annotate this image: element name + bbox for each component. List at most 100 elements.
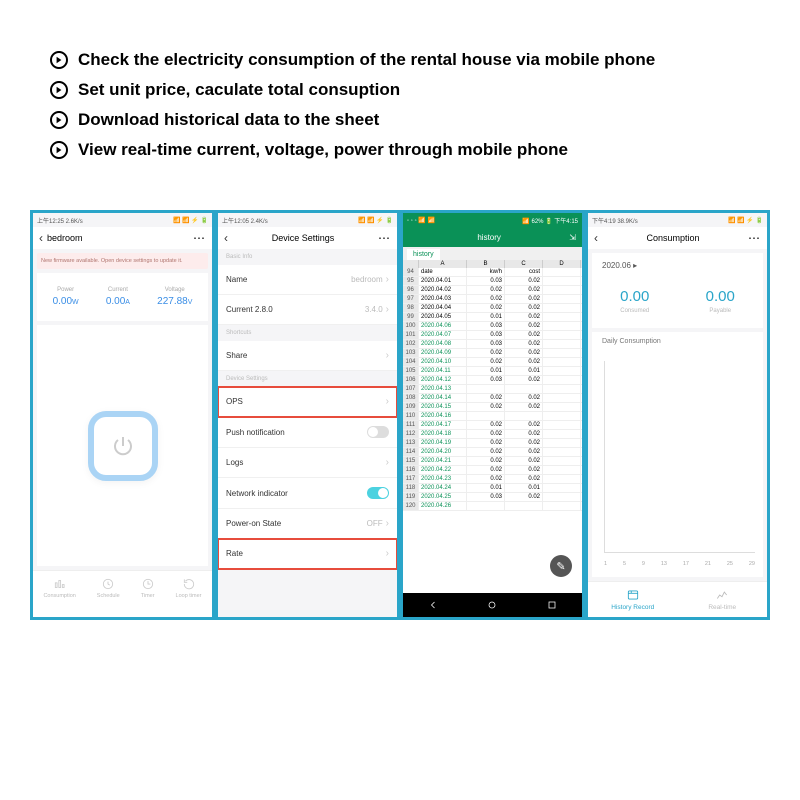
table-row[interactable]: 962020.04.020.020.02: [403, 286, 582, 295]
phone-device-settings: 上午12:05 2.4K/s 📶 📶 ⚡ 🔋 ‹ Device Settings…: [215, 210, 400, 620]
table-row[interactable]: 1032020.04.090.020.02: [403, 349, 582, 358]
export-icon[interactable]: ⇲: [569, 233, 576, 242]
screen-header: ‹ bedroom ⋯: [33, 227, 212, 249]
firmware-warning[interactable]: New firmware available. Open device sett…: [37, 253, 208, 269]
setting-share[interactable]: Share ›: [218, 341, 397, 371]
setting-push-notification[interactable]: Push notification: [218, 417, 397, 448]
table-row[interactable]: 1162020.04.220.020.02: [403, 466, 582, 475]
more-icon[interactable]: ⋯: [378, 231, 391, 245]
setting-power-on-state[interactable]: Power-on StateOFF ›: [218, 509, 397, 539]
setting-network-indicator[interactable]: Network indicator: [218, 478, 397, 509]
section-label: Basic Info: [218, 249, 397, 265]
status-right: 📶 62% 🔋 下午4:15: [522, 216, 578, 225]
setting-name: Logs: [226, 458, 243, 467]
table-row[interactable]: 1092020.04.150.020.02: [403, 403, 582, 412]
table-row[interactable]: 1072020.04.13: [403, 385, 582, 394]
spreadsheet-body[interactable]: 94datekw/hcost952020.04.010.030.02962020…: [403, 268, 582, 593]
soft-keys: [33, 605, 212, 617]
status-icons: 📶 📶 ⚡ 🔋: [358, 217, 393, 224]
table-row[interactable]: 1002020.04.060.030.02: [403, 322, 582, 331]
nav-consumption[interactable]: Consumption: [43, 577, 75, 599]
table-row[interactable]: 1122020.04.180.020.02: [403, 430, 582, 439]
metric-value: 0.00W: [53, 296, 79, 307]
table-row[interactable]: 952020.04.010.030.02: [403, 277, 582, 286]
table-row[interactable]: 1132020.04.190.020.02: [403, 439, 582, 448]
daily-consumption-label: Daily Consumption: [592, 332, 763, 351]
tab-real-time[interactable]: Real-time: [678, 582, 768, 617]
phone-bedroom: 上午12:25 2.6K/s 📶 📶 ⚡ 🔋 ‹ bedroom ⋯ New f…: [30, 210, 215, 620]
table-row[interactable]: 1052020.04.110.010.01: [403, 367, 582, 376]
chevron-right-icon: ›: [386, 548, 389, 559]
table-row[interactable]: 1152020.04.210.020.02: [403, 457, 582, 466]
table-row[interactable]: 1142020.04.200.020.02: [403, 448, 582, 457]
summary-payable: 0.00Payable: [678, 288, 764, 314]
more-icon[interactable]: ⋯: [748, 231, 761, 245]
x-tick: 9: [642, 561, 645, 567]
setting-ops[interactable]: OPS ›: [218, 387, 397, 417]
table-row[interactable]: 972020.04.030.020.02: [403, 295, 582, 304]
setting-rate[interactable]: Rate ›: [218, 539, 397, 569]
table-row[interactable]: 1022020.04.080.030.02: [403, 340, 582, 349]
sheet-tabs: history: [403, 247, 582, 260]
table-row[interactable]: 1102020.04.16: [403, 412, 582, 421]
setting-value: ›: [386, 548, 389, 559]
setting-value: bedroom ›: [351, 274, 389, 285]
table-row[interactable]: 1112020.04.170.020.02: [403, 421, 582, 430]
table-row[interactable]: 1202020.04.26: [403, 502, 582, 511]
status-icons: 📶 📶 ⚡ 🔋: [173, 217, 208, 224]
screen-header: ‹ Device Settings ⋯: [218, 227, 397, 249]
table-row[interactable]: 1182020.04.240.010.01: [403, 484, 582, 493]
bullet-item: Set unit price, caculate total consuptio…: [50, 80, 760, 100]
table-row[interactable]: 1172020.04.230.020.02: [403, 475, 582, 484]
setting-name[interactable]: Namebedroom ›: [218, 265, 397, 295]
bullet-text: Set unit price, caculate total consuptio…: [78, 80, 400, 100]
tab-history-record[interactable]: History Record: [588, 582, 678, 617]
column-headers: ABCD: [403, 260, 582, 268]
bottom-nav: Consumption Schedule Timer Loop timer: [33, 570, 212, 605]
tab-icon: [715, 588, 729, 602]
power-icon: [111, 434, 135, 458]
more-icon[interactable]: ⋯: [193, 231, 206, 245]
power-button[interactable]: [88, 411, 158, 481]
toggle-switch[interactable]: [367, 487, 389, 499]
feature-bullets: Check the electricity consumption of the…: [0, 0, 800, 190]
chart-x-labels: 1591317212529: [604, 561, 755, 567]
table-row[interactable]: 1012020.04.070.030.02: [403, 331, 582, 340]
table-row[interactable]: 1192020.04.250.030.02: [403, 493, 582, 502]
chevron-right-icon: ›: [386, 304, 389, 315]
status-time: 上午12:05 2.4K/s: [222, 216, 268, 225]
nav-recent-icon[interactable]: [546, 599, 558, 611]
metric-power: Power0.00W: [53, 287, 79, 307]
android-nav: [403, 593, 582, 617]
nav-loop-timer[interactable]: Loop timer: [176, 577, 202, 599]
month-selector[interactable]: 2020.06 ▸: [592, 253, 763, 278]
daily-chart: 1591317212529: [592, 351, 763, 577]
metric-value: 227.88V: [157, 296, 192, 307]
settings-list: Basic InfoNamebedroom ›Current 2.8.03.4.…: [218, 249, 397, 617]
table-row[interactable]: 992020.04.050.010.02: [403, 313, 582, 322]
toggle-switch[interactable]: [367, 426, 389, 438]
chevron-right-icon: ›: [386, 274, 389, 285]
nav-icon: [53, 577, 67, 591]
bottom-tabs: History RecordReal-time: [588, 581, 767, 617]
nav-icon: [141, 577, 155, 591]
x-tick: 5: [623, 561, 626, 567]
x-tick: 17: [683, 561, 689, 567]
summary-label: Consumed: [592, 308, 678, 314]
nav-timer[interactable]: Timer: [141, 577, 155, 599]
status-bar: 上午12:25 2.6K/s 📶 📶 ⚡ 🔋: [33, 213, 212, 227]
setting-current-2-8-0[interactable]: Current 2.8.03.4.0 ›: [218, 295, 397, 325]
nav-schedule[interactable]: Schedule: [97, 577, 120, 599]
bullet-item: Check the electricity consumption of the…: [50, 50, 760, 70]
nav-back-icon[interactable]: [427, 599, 439, 611]
setting-logs[interactable]: Logs ›: [218, 448, 397, 478]
table-row[interactable]: 94datekw/hcost: [403, 268, 582, 277]
table-row[interactable]: 1042020.04.100.020.02: [403, 358, 582, 367]
page-title: Consumption: [598, 233, 748, 243]
tab-history[interactable]: history: [407, 249, 440, 260]
fab-edit[interactable]: ✎: [550, 555, 572, 577]
table-row[interactable]: 982020.04.040.020.02: [403, 304, 582, 313]
table-row[interactable]: 1062020.04.120.030.02: [403, 376, 582, 385]
nav-home-icon[interactable]: [486, 599, 498, 611]
table-row[interactable]: 1082020.04.140.020.02: [403, 394, 582, 403]
